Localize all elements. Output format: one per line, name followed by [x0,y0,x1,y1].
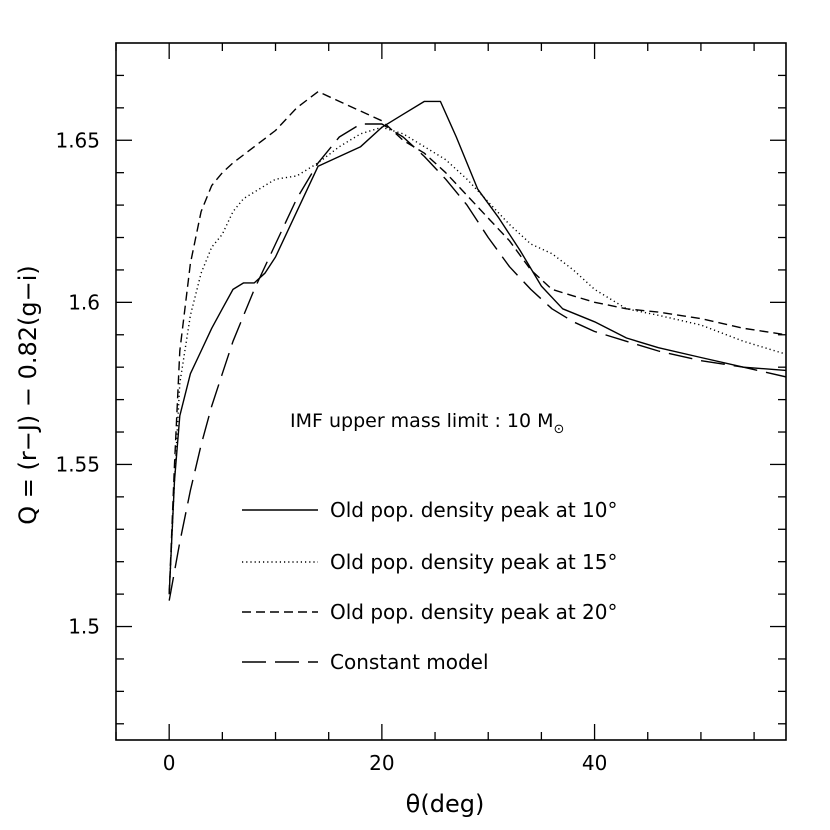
axis-ticks [115,43,786,740]
y-tick-label: 1.55 [55,452,100,476]
series-line-longdash [168,123,786,601]
legend: Old pop. density peak at 10° Old pop. den… [242,498,617,674]
series-line-solid [168,100,786,595]
x-tick-label: 0 [163,751,176,775]
imf-annotation-text: IMF upper mass limit : 10 M [290,410,554,432]
series-curves [168,90,786,601]
legend-label: Old pop. density peak at 20° [330,600,617,624]
plot-frame [115,42,787,741]
legend-label: Old pop. density peak at 15° [330,550,617,574]
y-tick-label: 1.6 [68,290,100,314]
legend-label: Constant model [330,650,489,674]
x-tick-label: 40 [582,751,607,775]
y-tick-label: 1.5 [68,615,100,639]
axis-tick-labels: 0 20 40 1.5 1.55 1.6 1.65 [55,128,607,775]
imf-annotation: IMF upper mass limit : 10 M⊙ [290,410,564,437]
x-axis-title: θ(deg) [406,790,485,818]
y-tick-label: 1.65 [55,128,100,152]
series-line-dashed [168,90,786,595]
solar-subscript: ⊙ [554,422,565,437]
series-line-dotted [168,126,786,595]
x-tick-label: 20 [369,751,394,775]
y-axis-title: Q = (r−J) − 0.82(g−i) [14,265,42,525]
legend-label: Old pop. density peak at 10° [330,498,617,522]
